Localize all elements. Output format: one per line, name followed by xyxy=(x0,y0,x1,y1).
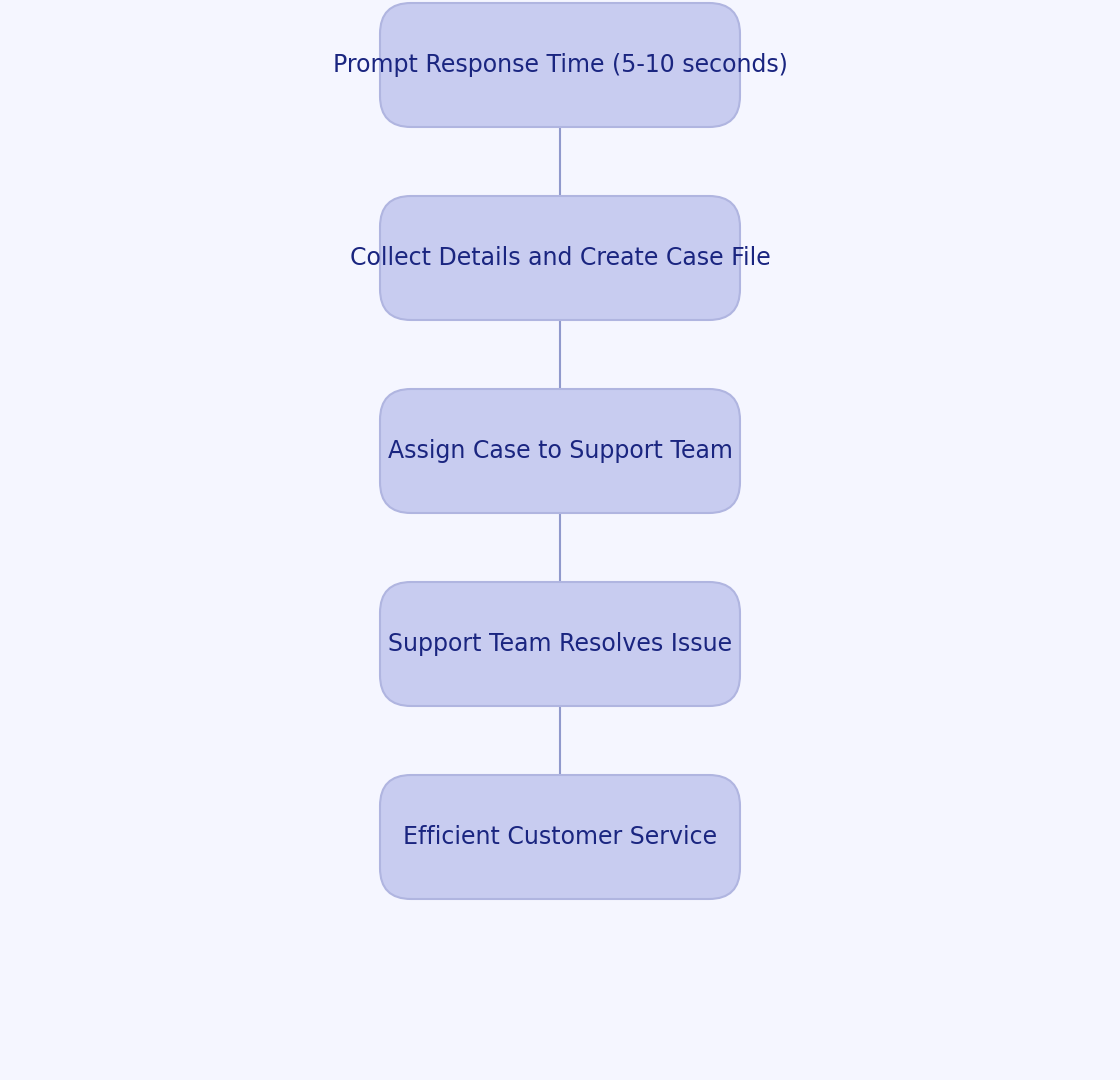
FancyBboxPatch shape xyxy=(380,389,740,513)
Text: Support Team Resolves Issue: Support Team Resolves Issue xyxy=(388,632,732,656)
Text: Prompt Response Time (5-10 seconds): Prompt Response Time (5-10 seconds) xyxy=(333,53,787,77)
Text: Efficient Customer Service: Efficient Customer Service xyxy=(403,825,717,849)
FancyBboxPatch shape xyxy=(380,195,740,320)
Text: Collect Details and Create Case File: Collect Details and Create Case File xyxy=(349,246,771,270)
Text: Assign Case to Support Team: Assign Case to Support Team xyxy=(388,438,732,463)
FancyBboxPatch shape xyxy=(380,775,740,899)
FancyBboxPatch shape xyxy=(380,582,740,706)
FancyBboxPatch shape xyxy=(380,3,740,127)
